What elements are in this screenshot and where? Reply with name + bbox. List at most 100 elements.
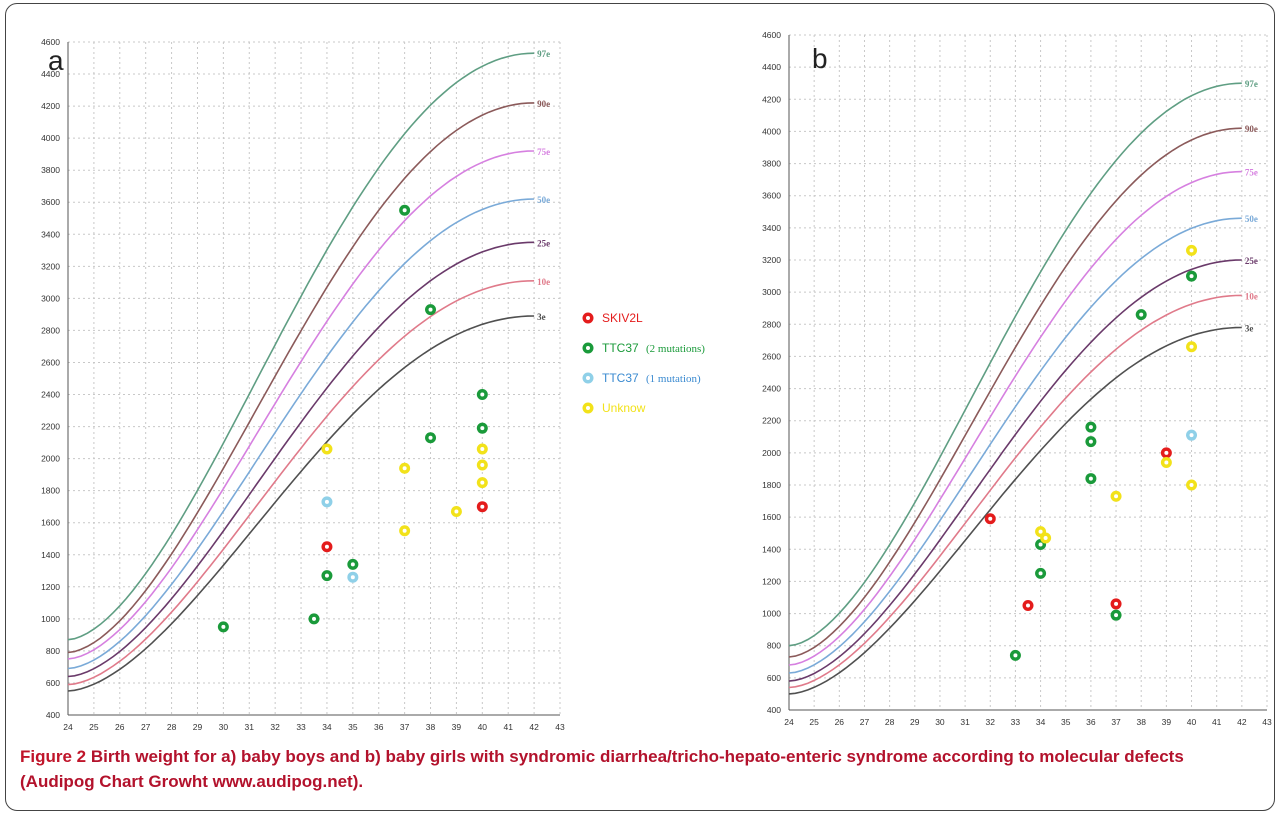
curve-label-90e: 90e xyxy=(537,99,550,109)
legend-label: TTC37 xyxy=(602,371,639,385)
y-tick-label: 4000 xyxy=(762,126,781,136)
data-point-center xyxy=(988,516,993,521)
y-tick-label: 3400 xyxy=(762,223,781,233)
x-tick-label: 40 xyxy=(1187,717,1197,727)
curve-label-3e: 3e xyxy=(537,312,546,322)
x-tick-label: 24 xyxy=(63,722,73,732)
data-point-center xyxy=(480,480,485,485)
curve-label-25e: 25e xyxy=(1245,256,1258,266)
data-point-center xyxy=(1038,571,1043,576)
y-tick-label: 2800 xyxy=(762,319,781,329)
legend: SKIV2L TTC37 (2 mutations) TTC37 (1 mutation… xyxy=(582,311,705,415)
y-tick-label: 4000 xyxy=(41,133,60,143)
panel-label: a xyxy=(48,45,64,76)
x-tick-label: 31 xyxy=(960,717,970,727)
data-point-center xyxy=(221,624,226,629)
y-tick-label: 600 xyxy=(46,678,60,688)
curve-label-50e: 50e xyxy=(537,195,550,205)
y-tick-label: 2800 xyxy=(41,325,60,335)
y-tick-label: 800 xyxy=(46,646,60,656)
data-point-center xyxy=(324,447,329,452)
y-tick-label: 2200 xyxy=(762,416,781,426)
data-point-center xyxy=(428,435,433,440)
y-tick-label: 1600 xyxy=(762,512,781,522)
percentile-curve-3e xyxy=(788,326,1242,695)
data-point-center xyxy=(480,392,485,397)
x-tick-label: 32 xyxy=(270,722,280,732)
x-tick-label: 36 xyxy=(374,722,384,732)
curve-label-97e: 97e xyxy=(537,49,550,59)
legend-marker-center xyxy=(586,346,590,350)
data-point-center xyxy=(402,208,407,213)
legend-marker-center xyxy=(586,316,590,320)
x-tick-label: 27 xyxy=(860,717,870,727)
y-tick-label: 4200 xyxy=(41,101,60,111)
chart-panel-a: 400 600 800 1000 1200 1400 1600 1800 2000 2200 240… xyxy=(41,37,565,732)
data-point-center xyxy=(1088,439,1093,444)
data-point-center xyxy=(480,463,485,468)
data-point-center xyxy=(1038,529,1043,534)
x-tick-label: 30 xyxy=(935,717,945,727)
x-tick-label: 40 xyxy=(478,722,488,732)
x-tick-label: 41 xyxy=(503,722,513,732)
data-point-center xyxy=(480,447,485,452)
y-tick-label: 800 xyxy=(767,641,781,651)
curve-label-75e: 75e xyxy=(537,147,550,157)
x-tick-label: 43 xyxy=(1262,717,1272,727)
y-tick-label: 3000 xyxy=(41,293,60,303)
y-tick-label: 3400 xyxy=(41,229,60,239)
percentile-curve-25e xyxy=(67,241,535,678)
data-point-center xyxy=(402,466,407,471)
data-point-center xyxy=(324,573,329,578)
y-tick-label: 400 xyxy=(767,705,781,715)
x-tick-label: 33 xyxy=(1011,717,1021,727)
percentile-curve-3e xyxy=(67,315,535,692)
x-tick-label: 27 xyxy=(141,722,151,732)
x-tick-label: 31 xyxy=(245,722,255,732)
data-point-center xyxy=(1114,601,1119,606)
x-tick-label: 39 xyxy=(1162,717,1172,727)
data-point-center xyxy=(1189,248,1194,253)
caption-lead: Figure 2 xyxy=(20,747,87,766)
y-tick-label: 3000 xyxy=(762,287,781,297)
y-tick-label: 3800 xyxy=(762,159,781,169)
data-point-center xyxy=(454,509,459,514)
percentile-curve-97e xyxy=(67,52,535,641)
curve-label-75e: 75e xyxy=(1245,168,1258,178)
legend-note: (1 mutation) xyxy=(646,373,701,385)
y-tick-label: 4400 xyxy=(762,62,781,72)
percentile-curve-75e xyxy=(788,170,1242,666)
data-point-center xyxy=(1189,274,1194,279)
y-tick-label: 2400 xyxy=(762,384,781,394)
y-tick-label: 1200 xyxy=(41,582,60,592)
x-tick-label: 33 xyxy=(296,722,306,732)
curve-label-50e: 50e xyxy=(1245,214,1258,224)
legend-marker-center xyxy=(586,376,590,380)
x-tick-label: 32 xyxy=(986,717,996,727)
y-tick-label: 3800 xyxy=(41,165,60,175)
x-tick-label: 35 xyxy=(348,722,358,732)
panel-label: b xyxy=(812,43,828,74)
caption-text: Birth weight for a) baby boys and b) bab… xyxy=(20,747,1184,791)
legend-label: TTC37 xyxy=(602,341,639,355)
figure-frame xyxy=(5,3,1275,811)
data-point-center xyxy=(1114,613,1119,618)
y-tick-label: 1800 xyxy=(762,480,781,490)
y-tick-label: 400 xyxy=(46,710,60,720)
data-point-center xyxy=(324,544,329,549)
y-tick-label: 2600 xyxy=(41,357,60,367)
data-point-center xyxy=(1026,603,1030,608)
x-tick-label: 25 xyxy=(89,722,99,732)
legend-note: (2 mutations) xyxy=(646,343,705,355)
data-point-center xyxy=(480,426,485,431)
figure-caption: Figure 2 Birth weight for a) baby boys a… xyxy=(20,744,1260,794)
percentile-curve-50e xyxy=(788,217,1242,674)
x-tick-label: 34 xyxy=(322,722,332,732)
curve-label-90e: 90e xyxy=(1245,124,1258,134)
x-tick-label: 24 xyxy=(784,717,794,727)
data-point-center xyxy=(1013,653,1018,658)
y-tick-label: 2600 xyxy=(762,351,781,361)
x-tick-label: 43 xyxy=(555,722,565,732)
data-point-center xyxy=(1088,476,1093,481)
y-tick-label: 1400 xyxy=(41,550,60,560)
